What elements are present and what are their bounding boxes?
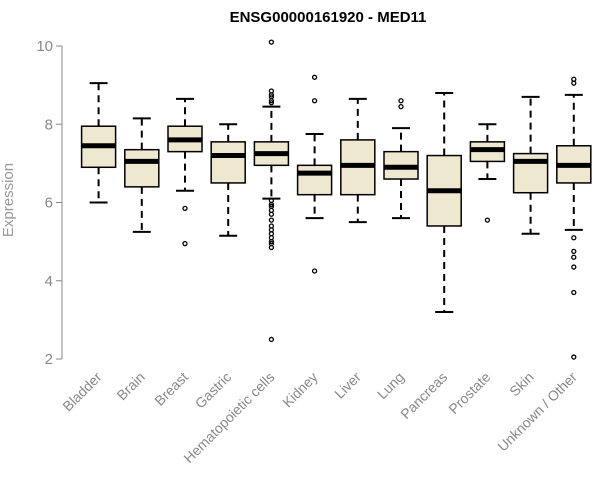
box-brain — [124, 117, 160, 233]
x-tick-label: Pancreas — [397, 369, 450, 422]
x-tick-label: Kidney — [279, 369, 321, 411]
box-lung — [383, 98, 419, 220]
outlier-point — [268, 217, 275, 223]
box-kidney — [296, 74, 333, 274]
box-bladder — [80, 82, 117, 204]
box-skin — [512, 95, 549, 235]
box-pancreas — [426, 91, 462, 314]
iqr-box — [296, 164, 333, 196]
outlier-point — [571, 248, 577, 255]
y-tick-label: 6 — [45, 195, 53, 212]
box-breast — [167, 97, 203, 247]
chart-title: ENSG00000161920 - MED11 — [230, 9, 427, 26]
x-tick-label: Prostate — [445, 369, 493, 417]
x-tick-label: Bladder — [59, 369, 105, 415]
outlier-point — [268, 92, 275, 98]
outlier-point — [268, 39, 275, 45]
y-tick-label: 4 — [45, 273, 53, 290]
outlier-point — [484, 217, 491, 223]
outlier-point — [268, 100, 275, 106]
outlier-point — [268, 211, 275, 217]
y-tick-label: 8 — [45, 116, 53, 133]
box-prostate — [469, 123, 506, 223]
outlier-point — [268, 336, 275, 343]
box-hematopoietic-cells — [253, 39, 290, 343]
outlier-point — [182, 205, 188, 212]
x-tick-label: Skin — [506, 369, 537, 400]
y-tick-label: 2 — [45, 351, 53, 368]
box-gastric — [210, 123, 246, 237]
box-unknown-other — [556, 76, 592, 360]
x-tick-label: Breast — [151, 369, 191, 409]
y-tick-label: 10 — [36, 38, 53, 55]
x-tick-label: Brain — [113, 369, 147, 403]
outlier-point — [268, 238, 275, 245]
iqr-box — [124, 148, 160, 188]
outlier-point — [398, 103, 404, 110]
outlier-point — [571, 254, 577, 260]
outlier-point — [268, 98, 275, 104]
boxes-group — [80, 39, 592, 360]
x-tick-label: Liver — [331, 369, 364, 402]
outlier-point — [311, 268, 318, 274]
y-axis-title: Expression — [0, 163, 17, 237]
outlier-point — [571, 264, 577, 270]
x-tick-label: Lung — [374, 369, 407, 402]
outlier-point — [571, 80, 577, 86]
outlier-point — [571, 235, 577, 241]
x-tick-label: Unknown / Other — [494, 369, 580, 455]
outlier-point — [311, 98, 318, 104]
box-liver — [340, 97, 376, 224]
x-tick-label: Gastric — [192, 369, 235, 412]
outlier-point — [571, 354, 577, 360]
outlier-point — [571, 289, 577, 296]
outlier-point — [182, 240, 188, 247]
iqr-box — [210, 141, 246, 184]
outlier-point — [311, 74, 318, 80]
y-axis: 2 4 6 8 10 — [36, 38, 63, 368]
outlier-point — [268, 201, 275, 208]
outlier-point — [268, 244, 275, 251]
outlier-point — [398, 98, 404, 104]
